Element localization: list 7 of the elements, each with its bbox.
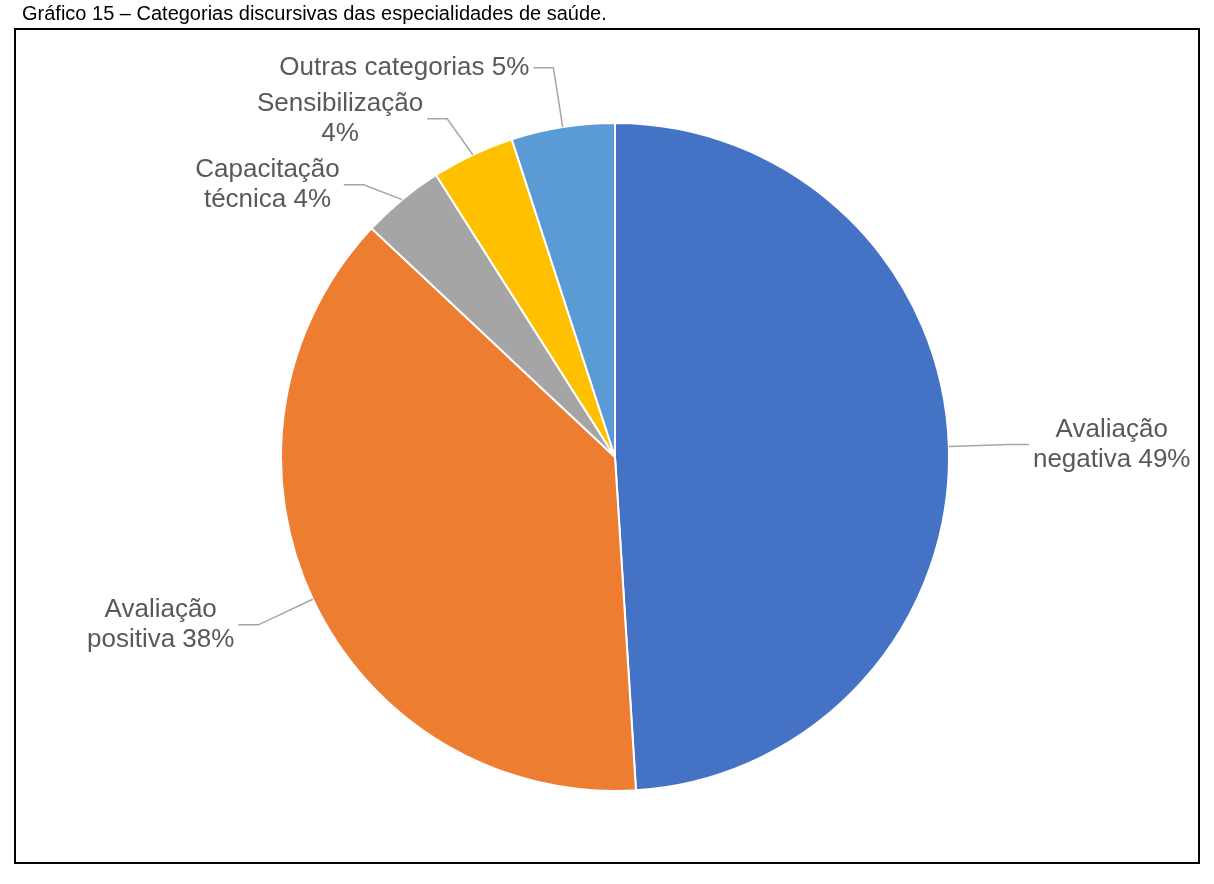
slice-label: Capacitação técnica 4% bbox=[195, 152, 340, 213]
slice-label: Avaliação negativa 49% bbox=[1032, 412, 1191, 473]
chart-title: Gráfico 15 – Categorias discursivas das especialidades de saúde. bbox=[21, 1, 608, 26]
data-label: 4% bbox=[321, 116, 359, 147]
slice-label: Avaliação positiva 38% bbox=[86, 592, 235, 653]
slice-label: Outras categorias 5% bbox=[279, 50, 530, 81]
slice-label: Sensibilização bbox=[256, 86, 424, 117]
